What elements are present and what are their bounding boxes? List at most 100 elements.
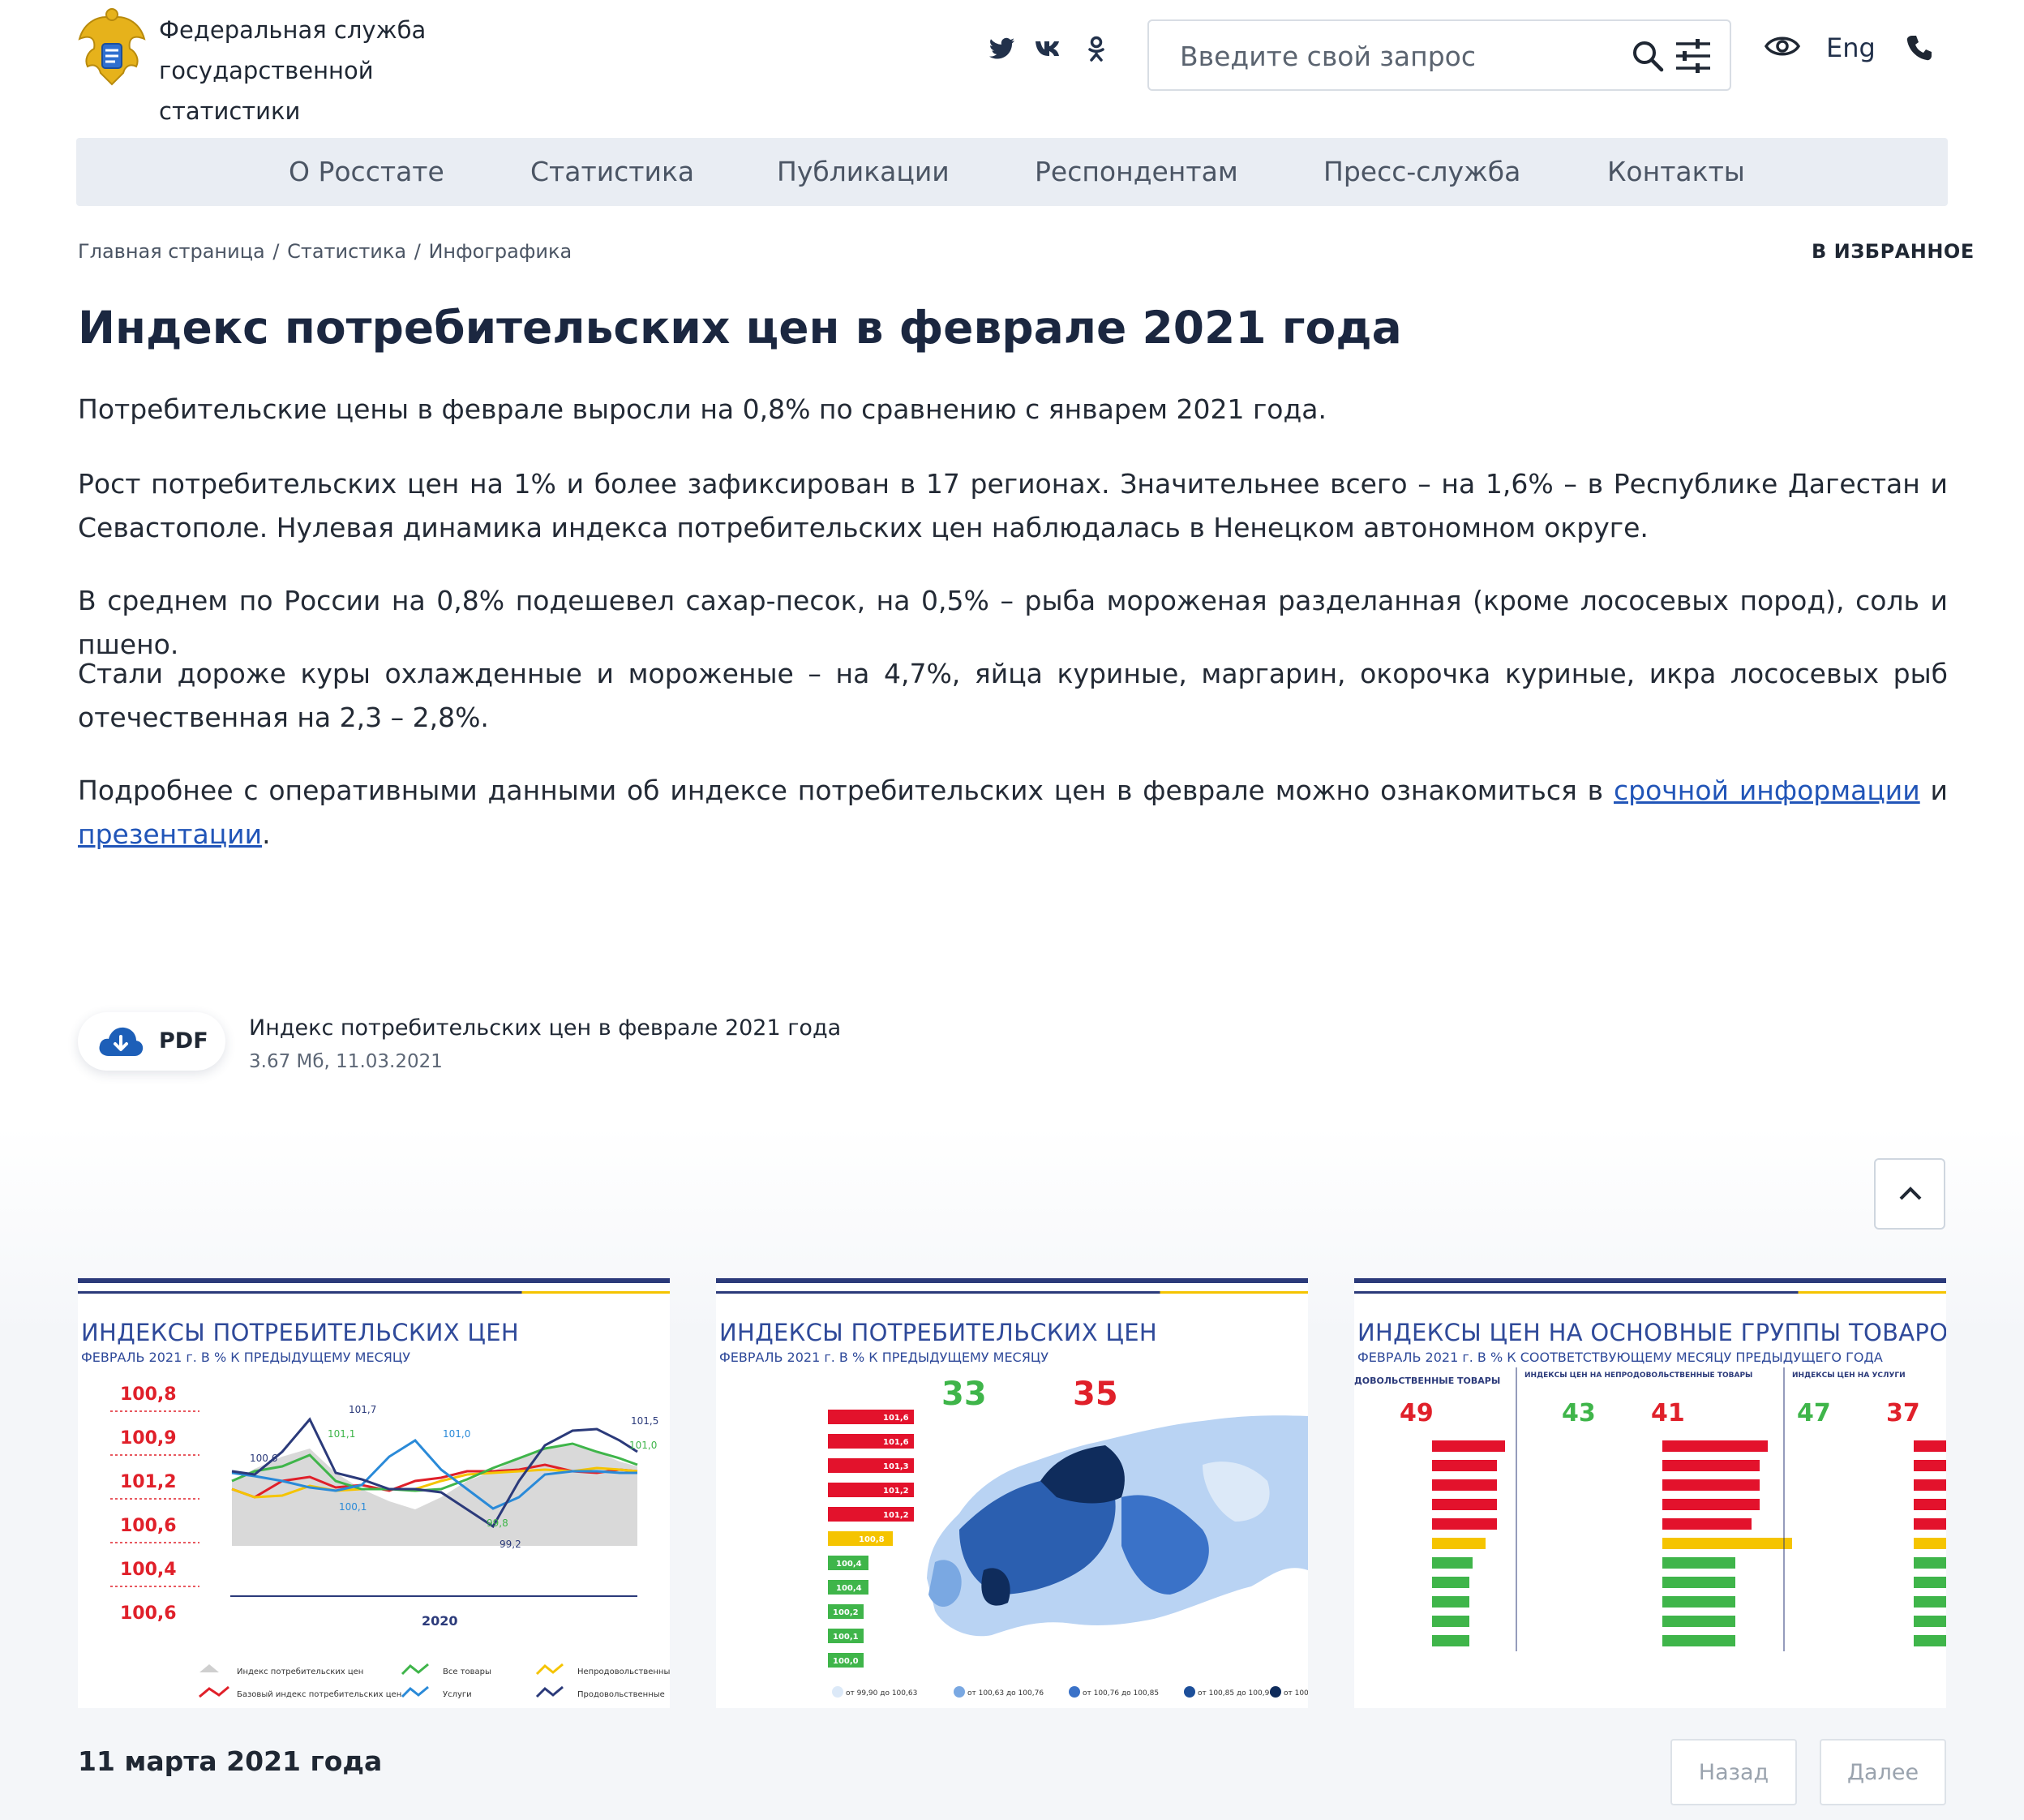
breadcrumb-item-statistics[interactable]: Статистика: [287, 240, 407, 263]
bar-value: 101,6: [883, 1414, 909, 1423]
phone-icon[interactable]: [1906, 34, 1933, 65]
scroll-to-top-button[interactable]: [1874, 1158, 1945, 1230]
nav-item-press[interactable]: Пресс-служба: [1323, 156, 1521, 187]
breadcrumb-item-home[interactable]: Главная страница: [78, 240, 265, 263]
bar-value: 100,0: [833, 1657, 859, 1666]
bar-value: 101,2: [883, 1511, 909, 1520]
file-meta: 3.67 Мб, 11.03.2021: [249, 1051, 443, 1072]
eye-icon[interactable]: [1764, 34, 1801, 62]
goods-bars: [1432, 1440, 1946, 1646]
bar-value: 100,1: [833, 1633, 859, 1642]
map-legend: от 99,90 до 100,63 от 100,63 до 100,76 о…: [832, 1686, 1308, 1698]
region-count: 49: [1400, 1399, 1434, 1427]
cloud-download-icon: [97, 1024, 144, 1062]
language-switch[interactable]: Eng: [1826, 32, 1876, 63]
point-label: 99,8: [487, 1517, 508, 1529]
card-top-bar: [1354, 1278, 1946, 1283]
org-name-line: Федеральная служба: [159, 16, 427, 44]
rosstat-logo[interactable]: [76, 6, 148, 96]
region-count: 41: [1651, 1399, 1685, 1427]
region-map-infographic: 33 35 101,6 101,6 101,3 101,2 101,2 100,…: [828, 1376, 1308, 1698]
publication-date: 11 марта 2021 года: [78, 1745, 383, 1777]
point-label: 101,7: [349, 1404, 376, 1415]
paragraph: Потребительские цены в феврале выросли н…: [78, 393, 1327, 425]
services-line: [231, 1439, 637, 1510]
bar-value: 101,2: [883, 1487, 909, 1496]
urgent-info-link[interactable]: срочной информации: [1613, 775, 1920, 806]
legend-label: от 100,63 до 100,76: [967, 1689, 1044, 1698]
side-value: 100,8: [120, 1384, 177, 1405]
paragraph-text: и: [1919, 775, 1948, 806]
breadcrumb-separator: /: [266, 240, 286, 263]
side-value: 100,9: [120, 1428, 177, 1449]
point-labels: 100,6 101,1 101,7 100,1 101,0 99,8 99,2 …: [250, 1404, 658, 1550]
search-icon[interactable]: [1631, 39, 1665, 76]
bar-value: 100,2: [833, 1608, 859, 1617]
twitter-icon[interactable]: [986, 32, 1018, 65]
side-value: 100,4: [120, 1560, 177, 1580]
pdf-label: PDF: [159, 1028, 208, 1054]
paragraph-text: Подробнее с оперативными данными об инде…: [78, 775, 1614, 806]
infographic-card[interactable]: ИНДЕКСЫ ЦЕН НА ОСНОВНЫЕ ГРУППЫ ТОВАРОВ Ф…: [1354, 1278, 1946, 1708]
russia-map: [927, 1415, 1308, 1637]
card-title: ИНДЕКСЫ ПОТРЕБИТЕЛЬСКИХ ЦЕН: [719, 1319, 1157, 1346]
nav-item-about[interactable]: О Росстате: [289, 156, 444, 187]
legend-label: от 100,76 до 100,85: [1083, 1689, 1159, 1698]
point-label: 99,2: [500, 1539, 521, 1550]
legend-label: Продовольственные: [577, 1690, 665, 1699]
bar-value: 100,4: [836, 1560, 862, 1569]
bar-value: 101,6: [883, 1438, 909, 1447]
card-top-bar-accent: [716, 1291, 1308, 1294]
add-to-favorites-link[interactable]: В ИЗБРАННОЕ: [1812, 240, 1975, 263]
nav-item-statistics[interactable]: Статистика: [530, 156, 695, 187]
paragraph: В среднем по России на 0,8% подешевел са…: [78, 585, 1948, 660]
presentation-link[interactable]: презентации: [78, 818, 263, 850]
region-counts: 49 43 41 47 37: [1400, 1399, 1920, 1427]
column-header: ИНДЕКСЫ ЦЕН НА НЕПРОДОВОЛЬСТВЕННЫЕ ТОВАР…: [1524, 1371, 1752, 1380]
paragraph-text: .: [262, 818, 271, 850]
chart-legend: Индекс потребительских цен Все товары Не…: [199, 1663, 670, 1699]
org-name[interactable]: Федеральная служба государственной стати…: [159, 10, 435, 131]
legend-label: Все товары: [443, 1668, 491, 1676]
breadcrumb: Главная страница / Статистика / Инфограф…: [78, 240, 573, 263]
count-less: 33: [941, 1376, 987, 1413]
org-name-line: статистики: [159, 97, 301, 125]
nav-item-contacts[interactable]: Контакты: [1607, 156, 1745, 187]
side-value: 100,6: [120, 1516, 177, 1536]
legend-label: Базовый индекс потребительских цен: [237, 1690, 401, 1699]
filter-settings-icon[interactable]: [1675, 37, 1712, 78]
side-dividers: [110, 1410, 199, 1587]
side-value-column: 100,8 100,9 101,2 100,6 100,4 100,6: [120, 1384, 177, 1624]
main-nav: О Росстате Статистика Публикации Респонд…: [76, 138, 1948, 206]
point-label: 101,0: [629, 1440, 657, 1451]
vk-icon[interactable]: [1033, 32, 1066, 65]
infographic-card[interactable]: ИНДЕКСЫ ПОТРЕБИТЕЛЬСКИХ ЦЕН ФЕВРАЛЬ 2021…: [716, 1278, 1308, 1708]
pdf-download-button[interactable]: PDF: [78, 1012, 225, 1071]
paragraph: Рост потребительских цен на 1% и более з…: [78, 468, 1948, 543]
odnoklassniki-icon[interactable]: [1080, 32, 1113, 65]
region-bars: 101,6 101,6 101,3 101,2 101,2 100,8 100,…: [828, 1410, 914, 1668]
infographic-card[interactable]: ИНДЕКСЫ ПОТРЕБИТЕЛЬСКИХ ЦЕН ФЕВРАЛЬ 2021…: [78, 1278, 670, 1708]
chevron-up-icon: [1898, 1184, 1923, 1205]
food-line: [231, 1417, 638, 1529]
legend-label: Непродовольственные: [577, 1668, 670, 1676]
nav-item-publications[interactable]: Публикации: [777, 156, 950, 187]
card-subtitle: ФЕВРАЛЬ 2021 г. В % К ПРЕДЫДУЩЕМУ МЕСЯЦУ: [81, 1350, 411, 1365]
card-title: ИНДЕКСЫ ЦЕН НА ОСНОВНЫЕ ГРУППЫ ТОВАРОВ: [1357, 1319, 1946, 1346]
prev-button[interactable]: Назад: [1670, 1739, 1797, 1805]
search-box[interactable]: [1147, 19, 1731, 91]
next-button[interactable]: Далее: [1820, 1739, 1946, 1805]
card-subtitle: ФЕВРАЛЬ 2021 г. В % К СООТВЕТСТВУЮЩЕМУ М…: [1357, 1350, 1883, 1365]
breadcrumb-item-infographics[interactable]: Инфографика: [428, 240, 572, 263]
paragraph: Стали дороже куры охлажденные и морожены…: [78, 658, 1948, 733]
cpi-area: [232, 1445, 637, 1546]
nav-item-respondents[interactable]: Респондентам: [1035, 156, 1238, 187]
side-value: 100,6: [120, 1603, 177, 1624]
point-label: 101,1: [328, 1428, 355, 1440]
file-title[interactable]: Индекс потребительских цен в феврале 202…: [249, 1015, 842, 1041]
region-count: 47: [1797, 1399, 1831, 1427]
search-input[interactable]: [1178, 21, 1603, 91]
bar-value: 100,8: [859, 1535, 885, 1544]
legend-label: от 99,90 до 100,63: [846, 1689, 917, 1698]
column-header: ИНДЕКСЫ ЦЕН НА УСЛУГИ: [1792, 1371, 1906, 1380]
